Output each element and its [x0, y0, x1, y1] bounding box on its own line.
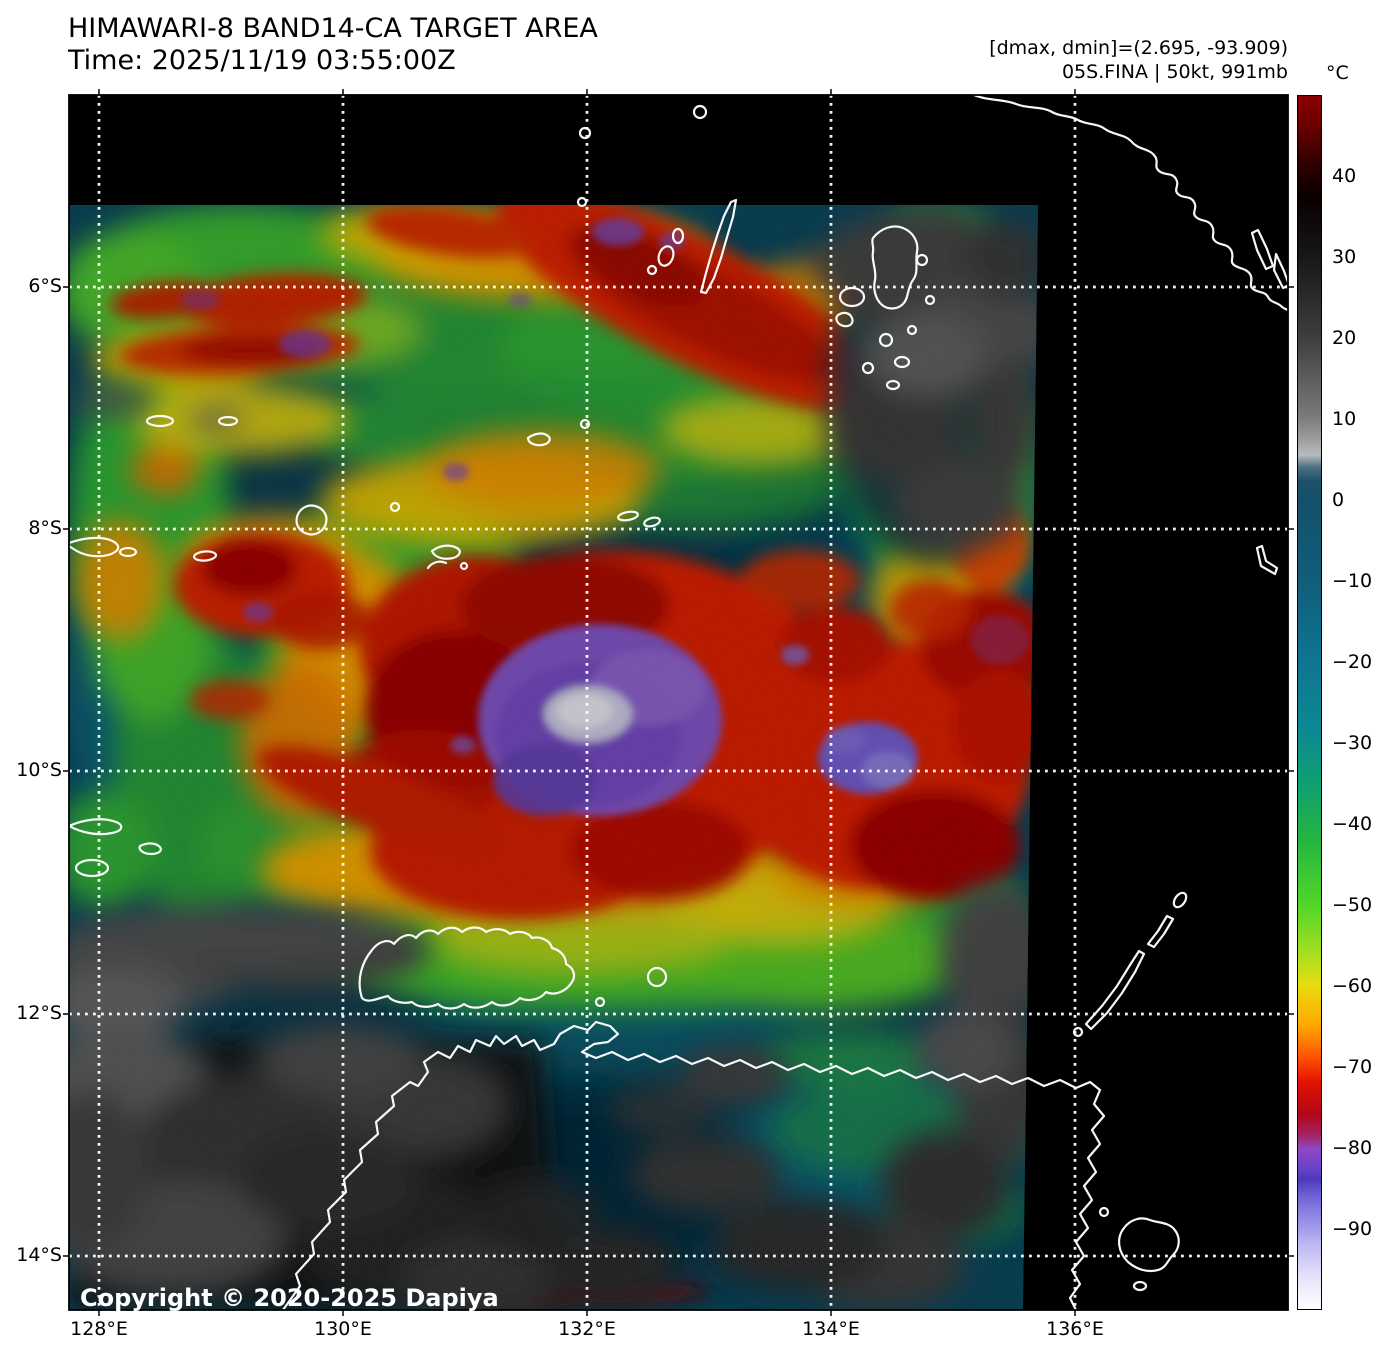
- colorbar-tick: 30: [1332, 246, 1357, 268]
- latlon-grid: [69, 95, 1288, 1310]
- islet: [430, 544, 461, 560]
- colorbar-tick: −30: [1332, 732, 1373, 754]
- x-axis-tick-label: 134°E: [802, 1318, 860, 1340]
- islet: [893, 355, 911, 369]
- y-axis-tick-label: 12°S: [16, 1002, 62, 1024]
- colorbar-tick: −40: [1332, 813, 1373, 835]
- islet: [838, 286, 866, 308]
- copyright-text: Copyright © 2020-2025 Dapiya: [80, 1284, 499, 1312]
- storm-info-annotation: 05S.FINA | 50kt, 991mb: [1061, 61, 1288, 83]
- colorbar-tick: −10: [1332, 570, 1373, 592]
- islet: [217, 415, 239, 427]
- islet: [1098, 1206, 1110, 1218]
- islet: [617, 510, 639, 522]
- map-area: [69, 95, 1288, 1310]
- timor-tip: [69, 536, 120, 558]
- australia-mainland-coast: [281, 1020, 1106, 1310]
- islet: [118, 546, 138, 558]
- y-axis-tick-label: 14°S: [16, 1244, 62, 1266]
- tanimbar-islands: [871, 225, 919, 310]
- colorbar-unit-label: °C: [1326, 62, 1349, 84]
- x-axis-tick-label: 136°E: [1046, 1318, 1104, 1340]
- colorbar-tick: −60: [1332, 975, 1373, 997]
- colorbar-tick: −70: [1332, 1056, 1373, 1078]
- islet: [389, 501, 401, 513]
- page-title: HIMAWARI-8 BAND14-CA TARGET AREA: [68, 13, 598, 44]
- colorbar-tick: −90: [1332, 1218, 1373, 1240]
- islet: [835, 311, 854, 328]
- new-guinea-coast: [972, 95, 1288, 312]
- islet: [578, 126, 592, 140]
- coast-fragment: [426, 560, 448, 570]
- islet: [145, 414, 175, 428]
- islet: [861, 361, 875, 375]
- y-axis-tick-label: 6°S: [28, 275, 62, 297]
- groote-eylandt: [1118, 1217, 1180, 1273]
- islet: [671, 227, 685, 245]
- x-axis-tick-label: 132°E: [558, 1318, 616, 1340]
- colorbar-tick: 0: [1332, 489, 1345, 511]
- islet: [646, 966, 668, 988]
- islet: [1172, 891, 1188, 909]
- tiwi-islands: [358, 926, 576, 1010]
- islet: [657, 245, 675, 267]
- islet: [646, 264, 658, 276]
- y-axis-tick-label: 8°S: [28, 517, 62, 539]
- colorbar: [1297, 95, 1322, 1310]
- ir-imagery-swath: [69, 205, 1038, 1310]
- timor-coast-fragment: [69, 818, 123, 836]
- islet: [138, 842, 162, 856]
- map-frame: [68, 94, 1289, 1311]
- islet: [459, 561, 469, 571]
- coastline-paths: [69, 95, 1288, 1310]
- colorbar-tick: −50: [1332, 894, 1373, 916]
- colorbar-tick: 20: [1332, 327, 1357, 349]
- islet: [692, 104, 708, 120]
- x-axis-tick-label: 130°E: [314, 1318, 372, 1340]
- round-island: [295, 504, 328, 536]
- coast-fragment: [1255, 544, 1279, 576]
- wessel-islands: [1084, 949, 1146, 1031]
- x-axis-tick-label: 128°E: [70, 1318, 128, 1340]
- islet: [906, 324, 918, 336]
- islet: [1132, 1280, 1148, 1292]
- islet: [594, 996, 606, 1008]
- islet: [526, 432, 551, 447]
- timestamp: Time: 2025/11/19 03:55:00Z: [68, 45, 456, 76]
- islet-sliver: [1250, 228, 1275, 271]
- islet: [915, 253, 929, 267]
- dmax-dmin-annotation: [dmax, dmin]=(2.695, -93.909): [989, 37, 1288, 59]
- islet: [885, 379, 901, 391]
- yamdena-island: [699, 198, 738, 295]
- islet: [576, 196, 588, 208]
- y-axis-tick-label: 10°S: [16, 759, 62, 781]
- islet: [74, 858, 110, 878]
- islet: [878, 332, 894, 348]
- colorbar-tick: −80: [1332, 1137, 1373, 1159]
- colorbar-tick: 10: [1332, 408, 1357, 430]
- islet: [579, 418, 591, 430]
- colorbar-tick: −20: [1332, 651, 1373, 673]
- colorbar-tick: 40: [1332, 165, 1357, 187]
- wessel-islands: [1146, 914, 1175, 949]
- islet: [192, 550, 218, 562]
- islet: [643, 516, 661, 528]
- axis-tick-marks: [63, 89, 1294, 1316]
- islet: [924, 294, 936, 306]
